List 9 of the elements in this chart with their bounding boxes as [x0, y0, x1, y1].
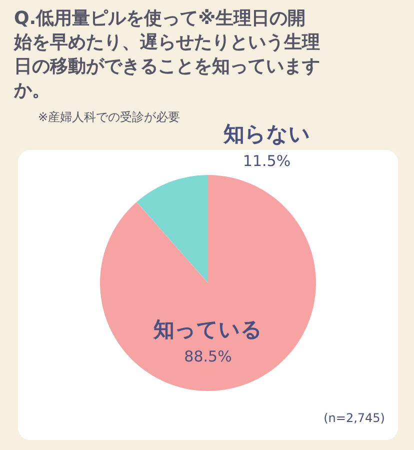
data-label: 11.5% [242, 152, 291, 170]
text: (n=2,745) [324, 411, 385, 425]
slice-label: 知っている [152, 317, 262, 342]
pie-slice [100, 175, 316, 391]
pie-slice [136, 175, 208, 283]
chart-subtitle: ※産婦人科での受診が必要 [38, 110, 180, 124]
chart-title: Q.低用量ピルを使って※生理日の開始を早めたり、遅らせたりという生理日の移動ができることを知っていますか。 [13, 8, 320, 101]
data-label: 88.5% [184, 347, 232, 366]
slice-label: 知らない [222, 122, 310, 146]
